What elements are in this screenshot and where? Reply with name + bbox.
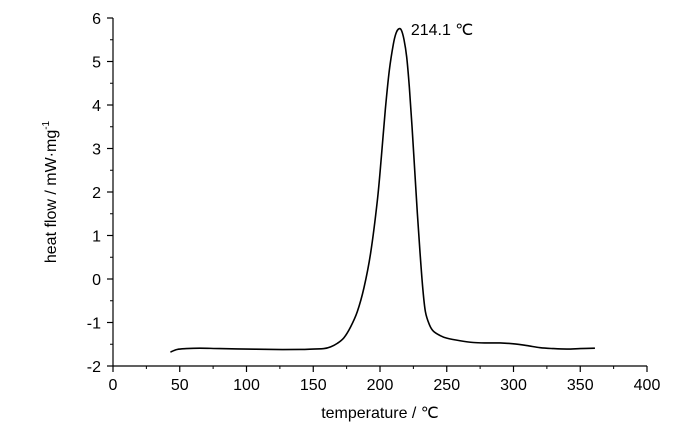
y-tick-label: 3 bbox=[92, 142, 101, 159]
x-tick-label: 150 bbox=[300, 377, 327, 394]
x-axis-label: temperature / ℃ bbox=[321, 405, 439, 422]
y-tick-label: 4 bbox=[92, 98, 101, 115]
x-tick-label: 50 bbox=[171, 377, 189, 394]
y-tick-label: 5 bbox=[92, 55, 101, 72]
x-tick-label: 250 bbox=[433, 377, 460, 394]
x-tick-label: 0 bbox=[109, 377, 118, 394]
y-axis-label-superscript: -1 bbox=[41, 120, 52, 129]
y-tick-label: 6 bbox=[92, 11, 101, 28]
x-ticks: 0 50 100 150 200 250 300 350 400 bbox=[109, 366, 661, 394]
x-tick-label: 300 bbox=[500, 377, 527, 394]
axes bbox=[112, 18, 647, 367]
x-tick-label: 400 bbox=[634, 377, 661, 394]
peak-annotation: 214.1 ℃ bbox=[411, 22, 473, 39]
x-tick-label: 100 bbox=[233, 377, 260, 394]
y-ticks: -2 -1 0 1 2 3 4 5 6 bbox=[87, 11, 113, 376]
y-tick-label: -2 bbox=[87, 359, 101, 376]
y-tick-label: 0 bbox=[92, 272, 101, 289]
x-tick-label: 200 bbox=[367, 377, 394, 394]
y-axis-label-main: heat flow / mW·mg bbox=[43, 130, 60, 263]
y-tick-label: 2 bbox=[92, 185, 101, 202]
heat-flow-series-line bbox=[170, 27, 595, 353]
x-tick-label: 350 bbox=[567, 377, 594, 394]
y-axis-label: heat flow / mW·mg-1 bbox=[41, 120, 60, 263]
y-tick-label: 1 bbox=[92, 229, 101, 246]
y-tick-label: -1 bbox=[87, 316, 101, 333]
